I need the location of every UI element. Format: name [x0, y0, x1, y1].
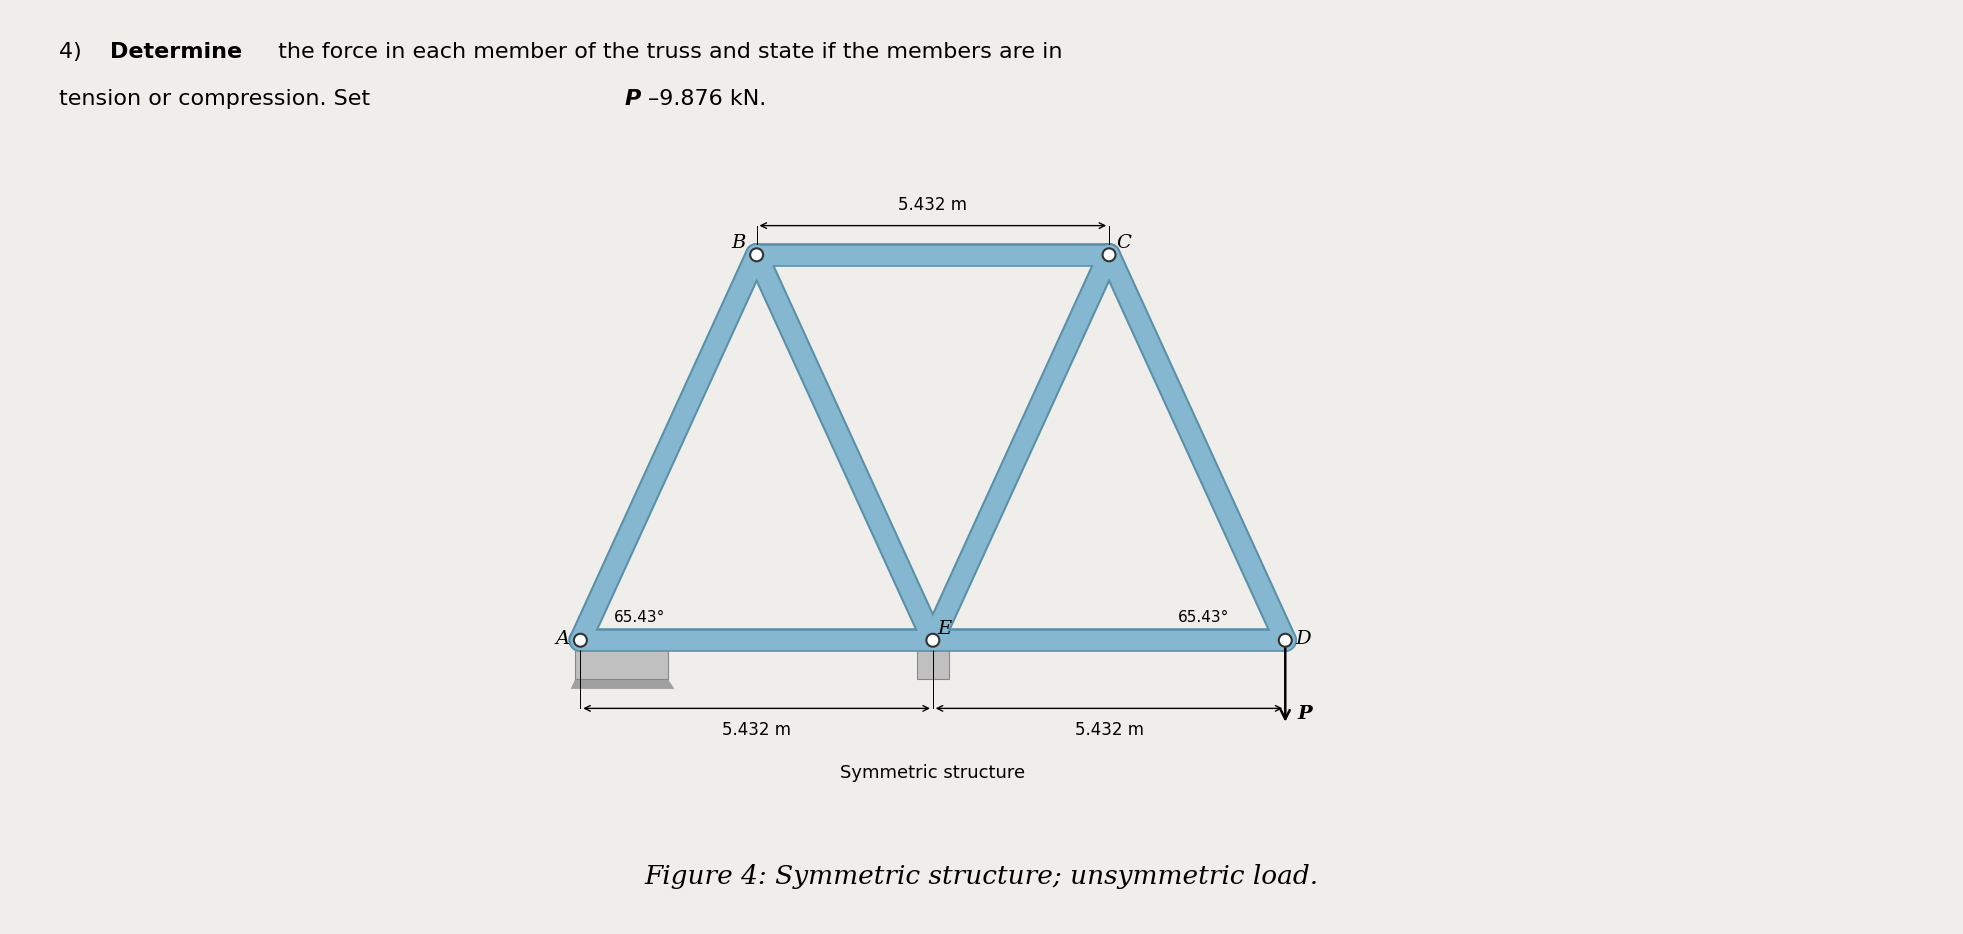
Text: 5.432 m: 5.432 m	[722, 721, 791, 740]
Circle shape	[750, 248, 764, 262]
Text: tension or compression. Set: tension or compression. Set	[59, 89, 377, 108]
Text: 65.43°: 65.43°	[614, 610, 665, 625]
Text: 65.43°: 65.43°	[1178, 610, 1229, 625]
Text: Figure 4: Symmetric structure; unsymmetric load.: Figure 4: Symmetric structure; unsymmetr…	[644, 864, 1319, 889]
Text: D: D	[1296, 630, 1311, 648]
Circle shape	[927, 634, 940, 646]
Text: the force in each member of the truss and state if the members are in: the force in each member of the truss an…	[271, 42, 1062, 62]
Text: Determine: Determine	[110, 42, 241, 62]
Polygon shape	[571, 679, 675, 689]
Circle shape	[1278, 634, 1292, 646]
Text: C: C	[1115, 234, 1131, 252]
Text: P: P	[1298, 705, 1311, 724]
Text: –9.876 kN.: –9.876 kN.	[648, 89, 766, 108]
Text: A: A	[556, 630, 569, 648]
Text: P: P	[624, 89, 640, 108]
Text: Symmetric structure: Symmetric structure	[840, 764, 1025, 783]
Polygon shape	[917, 648, 948, 679]
Text: B: B	[732, 234, 746, 252]
Text: 4): 4)	[59, 42, 88, 62]
Text: 5.432 m: 5.432 m	[1074, 721, 1144, 740]
Circle shape	[1103, 248, 1115, 262]
Polygon shape	[575, 648, 667, 679]
Text: E: E	[938, 619, 952, 638]
Text: 5.432 m: 5.432 m	[899, 196, 968, 214]
Circle shape	[573, 634, 587, 646]
